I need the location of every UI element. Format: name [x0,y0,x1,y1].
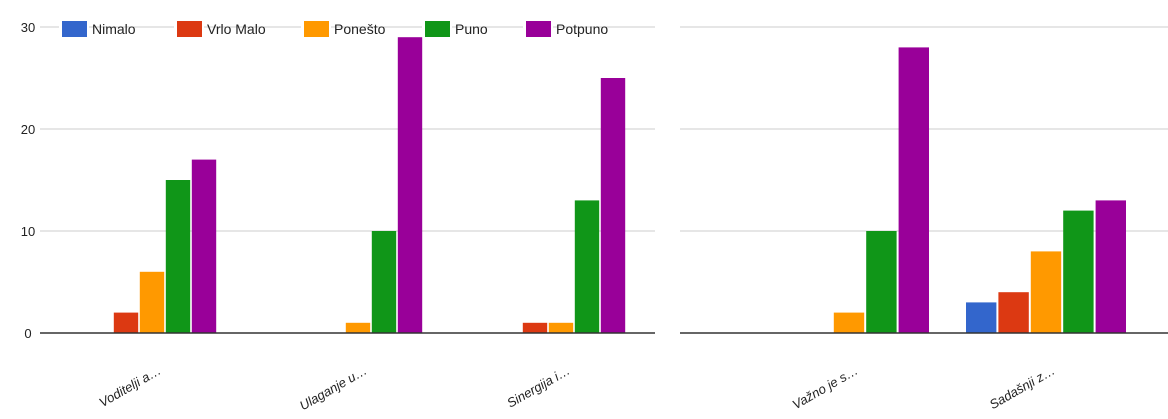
bar-potpuno [191,159,217,333]
bar-vrlo-malo [113,312,139,333]
legend-label: Nimalo [92,21,136,37]
legend-label: Potpuno [556,21,608,37]
y-tick-label: 10 [21,224,35,239]
bar-pone-to [139,271,165,333]
y-tick-label: 20 [21,122,35,137]
legend-label: Vrlo Malo [207,21,266,37]
legend-swatch [177,21,202,37]
bar-pone-to [345,322,371,333]
legend-item-vrlo-malo[interactable]: Vrlo Malo [174,19,266,37]
bar-pone-to [548,322,574,333]
y-tick-label: 30 [21,20,35,35]
x-tick-label: Voditelji a… [96,363,163,410]
bar-pone-to [1030,251,1062,333]
legend[interactable]: Nimalo Vrlo Malo Ponešto Puno Potpuno [59,19,608,37]
x-tick-label: Sinergija i… [504,363,572,411]
legend-swatch [62,21,87,37]
bar-potpuno [1095,200,1126,333]
legend-label: Ponešto [334,21,386,37]
legend-item-pone-to[interactable]: Ponešto [301,19,386,37]
bars [113,37,1126,334]
bar-potpuno [397,37,423,333]
bar-puno [866,231,897,333]
bar-vrlo-malo [998,292,1029,333]
bar-puno [371,231,397,333]
x-tick-label: Važno je s… [790,363,861,413]
bar-puno [1063,210,1094,333]
bar-potpuno [600,78,626,333]
legend-swatch [304,21,329,37]
bar-nimalo [966,302,997,333]
legend-item-potpuno[interactable]: Potpuno [523,19,608,37]
legend-swatch [425,21,450,37]
bar-pone-to [833,312,865,333]
legend-item-puno[interactable]: Puno [422,19,488,37]
x-tick-label: Sadašnji z… [987,363,1058,412]
legend-swatch [526,21,551,37]
bar-puno [574,200,600,333]
bar-puno [165,180,191,333]
legend-label: Puno [455,21,488,37]
y-tick-label: 0 [24,326,31,341]
bar-potpuno [898,47,929,334]
legend-item-nimalo[interactable]: Nimalo [59,19,136,37]
x-tick-label: Ulaganje u… [297,363,370,414]
bar-vrlo-malo [522,322,548,333]
